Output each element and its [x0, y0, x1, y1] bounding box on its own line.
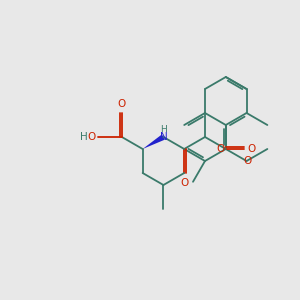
Text: O: O — [248, 144, 256, 154]
Text: H: H — [80, 132, 88, 142]
Text: H: H — [160, 125, 167, 134]
Polygon shape — [142, 134, 165, 149]
Text: O: O — [118, 99, 126, 109]
Text: O: O — [88, 132, 96, 142]
Text: O: O — [217, 144, 225, 154]
Text: O: O — [180, 178, 188, 188]
Text: O: O — [243, 156, 252, 166]
Text: N: N — [160, 132, 167, 142]
